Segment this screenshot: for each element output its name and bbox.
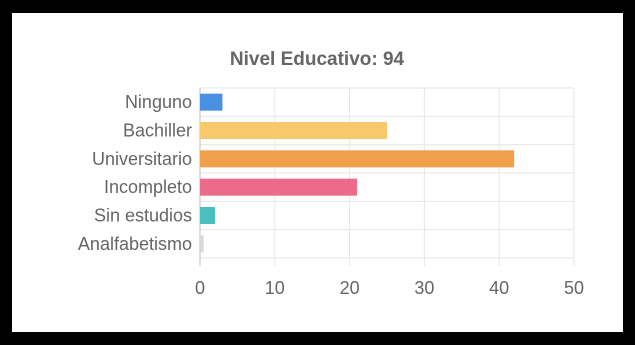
bar-sin-estudios[interactable] [200,207,215,224]
category-label: Sin estudios [94,206,192,226]
category-label: Incompleto [104,177,192,197]
category-label: Universitario [92,149,192,169]
x-tick-label: 0 [195,278,205,298]
bar-universitario[interactable] [200,150,515,168]
category-labels: Ninguno Bachiller Universitario Incompleto S… [78,92,192,254]
x-tick-label: 50 [564,278,584,298]
x-tick-label: 40 [489,278,509,298]
chart-title: Nivel Educativo: 94 [230,49,405,70]
bars [200,93,515,253]
x-tick-label: 20 [340,278,360,298]
bar-ninguno[interactable] [200,93,223,111]
tick-labels: 0 10 20 30 40 50 [195,278,584,298]
category-label: Bachiller [123,121,192,141]
bar-incompleto[interactable] [200,178,358,196]
grid [199,87,575,266]
bar-chart: Nivel Educativo: 94 Ninguno Bachiller Univ… [78,49,584,298]
category-label: Ninguno [125,92,192,112]
chart-container: Nivel Educativo: 94 Ninguno Bachiller Univ… [12,13,623,332]
bar-bachiller[interactable] [200,122,387,139]
category-label: Analfabetismo [78,234,192,254]
x-tick-label: 10 [265,278,285,298]
bar-analfabetismo[interactable] [200,235,204,253]
x-tick-label: 30 [414,278,434,298]
